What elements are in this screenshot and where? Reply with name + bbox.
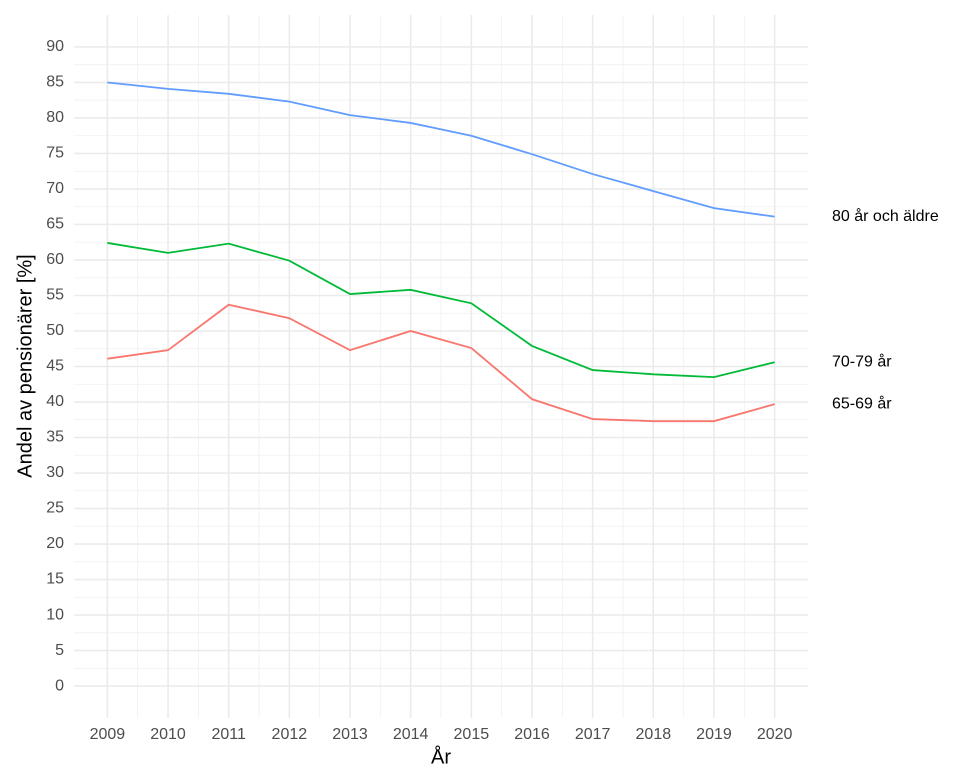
y-tick-label: 90 bbox=[46, 38, 64, 55]
y-tick-label: 40 bbox=[46, 393, 64, 410]
x-tick-label: 2015 bbox=[454, 726, 490, 743]
y-tick-label: 65 bbox=[46, 216, 64, 233]
y-tick-label: 5 bbox=[55, 642, 64, 659]
x-tick-label: 2018 bbox=[636, 726, 672, 743]
x-tick-label: 2010 bbox=[150, 726, 186, 743]
y-tick-label: 15 bbox=[46, 571, 64, 588]
y-tick-label: 50 bbox=[46, 322, 64, 339]
y-tick-label: 45 bbox=[46, 358, 64, 375]
x-tick-label: 2020 bbox=[757, 726, 793, 743]
y-axis-title: Andel av pensionärer [%] bbox=[14, 254, 36, 477]
y-tick-label: 30 bbox=[46, 464, 64, 481]
series-line bbox=[107, 81, 775, 218]
y-tick-label: 80 bbox=[46, 109, 64, 126]
series-line bbox=[107, 303, 775, 423]
y-tick-label: 70 bbox=[46, 180, 64, 197]
x-tick-label: 2011 bbox=[211, 726, 246, 743]
series-label: 70-79 år bbox=[832, 352, 892, 370]
x-tick-label: 2019 bbox=[696, 726, 732, 743]
y-tick-label: 20 bbox=[46, 535, 64, 552]
x-tick-label: 2012 bbox=[272, 726, 308, 743]
series-label: 65-69 år bbox=[832, 394, 892, 412]
x-tick-label: 2014 bbox=[393, 726, 429, 743]
y-tick-label: 35 bbox=[46, 429, 64, 446]
y-tick-label: 85 bbox=[46, 74, 64, 91]
x-tick-label: 2016 bbox=[514, 726, 550, 743]
y-tick-label: 0 bbox=[55, 677, 64, 694]
y-tick-label: 75 bbox=[46, 145, 64, 162]
x-tick-label: 2013 bbox=[332, 726, 368, 743]
y-tick-label: 55 bbox=[46, 287, 64, 304]
x-tick-label: 2009 bbox=[90, 726, 126, 743]
x-axis-title: År bbox=[431, 745, 451, 768]
series-line bbox=[107, 242, 775, 379]
series-label: 80 år och äldre bbox=[832, 207, 939, 225]
y-tick-label: 25 bbox=[46, 500, 64, 517]
y-tick-label: 60 bbox=[46, 251, 64, 268]
y-tick-label: 10 bbox=[46, 606, 64, 623]
x-tick-label: 2017 bbox=[575, 726, 611, 743]
